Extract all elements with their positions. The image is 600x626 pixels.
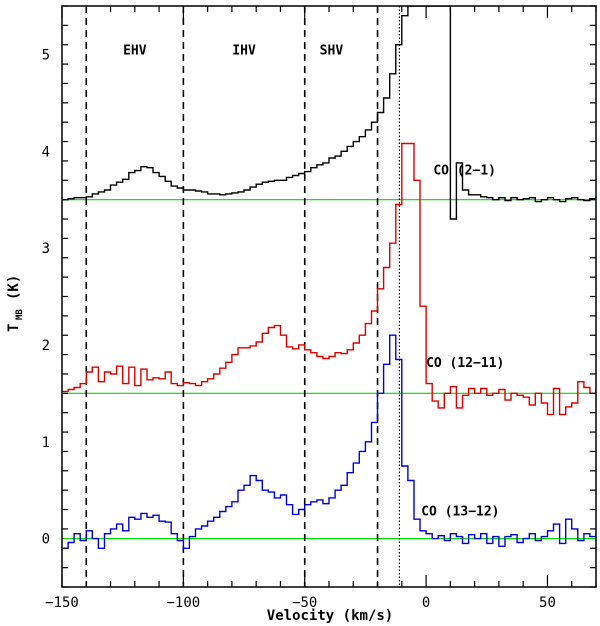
series-label-1: CO (2−1) [433, 163, 496, 178]
y-tick-label: 0 [42, 532, 50, 548]
region-label-3: SHV [320, 43, 344, 58]
region-label-2: IHV [232, 43, 256, 58]
x-tick-label: 0 [422, 595, 430, 611]
plot-area: CO (2−1) CO (12−11) CO (13−12) EHV IHV SHV [62, 6, 596, 587]
y-axis-title-unit: (K) [6, 275, 22, 300]
y-tick-label: 5 [42, 47, 50, 63]
x-tick-label: 50 [539, 595, 556, 611]
series-label-3: CO (13−12) [421, 504, 499, 519]
series-line-3 [62, 334, 596, 549]
y-tick-label: 2 [42, 338, 50, 354]
y-axis-title-sub: MB [15, 309, 25, 320]
y-tick-label: 3 [42, 241, 50, 257]
y-tick-label: 4 [42, 144, 50, 160]
plot-contents [62, 6, 596, 587]
x-tick-label: −100 [167, 595, 201, 611]
axes: −150 −100 −50 0 50 0 1 2 3 4 5 [42, 5, 597, 611]
x-axis-title: Velocity (km/s) [267, 608, 393, 624]
series-line-2 [62, 142, 596, 416]
y-axis-title-main: T [6, 324, 22, 332]
y-tick-label: 1 [42, 435, 50, 451]
y-axis-title: T MB (K) [6, 275, 25, 332]
x-tick-label: −50 [292, 595, 317, 611]
x-tick-label: −150 [45, 595, 79, 611]
series-label-2: CO (12−11) [426, 356, 504, 371]
series-line-1 [62, 6, 596, 220]
region-label-1: EHV [123, 43, 147, 58]
